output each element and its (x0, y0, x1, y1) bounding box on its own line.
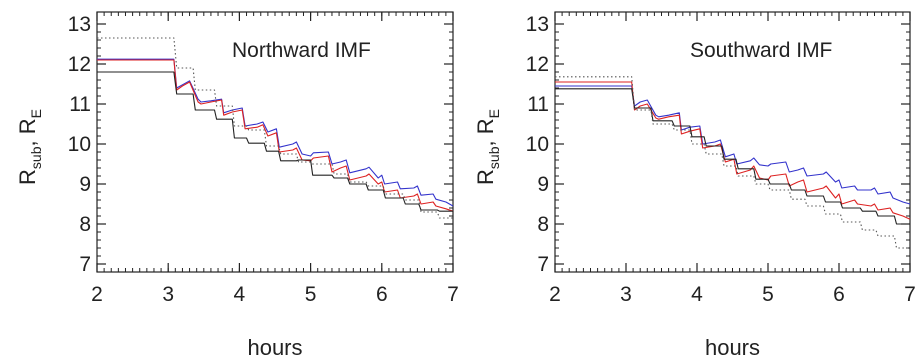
y-tick-label: 11 (527, 93, 549, 116)
x-tick-label: 6 (833, 283, 845, 306)
y-tick-label: 9 (79, 173, 91, 196)
chart-title: Southward IMF (690, 39, 832, 62)
x-tick-label: 6 (376, 283, 388, 306)
series-line-3 (97, 71, 453, 212)
x-axis-label: hours (705, 335, 760, 360)
x-tick-label: 5 (305, 283, 317, 306)
x-tick-label: 3 (162, 283, 174, 306)
y-tick-label: 12 (68, 53, 91, 76)
y-tick-label: 13 (526, 13, 549, 36)
x-tick-label: 5 (762, 283, 774, 306)
y-axis-label: Rsub, RE (15, 109, 44, 185)
y-tick-label: 10 (526, 133, 549, 156)
series-line-4 (97, 37, 453, 219)
x-tick-label: 3 (620, 283, 632, 306)
y-tick-label: 10 (68, 133, 91, 156)
series-line-1 (97, 58, 454, 207)
series-line-1 (555, 85, 911, 205)
y-tick-label: 7 (79, 253, 91, 276)
y-tick-label: 8 (537, 213, 549, 236)
y-tick-label: 11 (69, 93, 91, 116)
y-tick-label: 13 (68, 13, 91, 36)
x-tick-label: 2 (91, 283, 103, 306)
y-axis-label: Rsub, RE (473, 109, 502, 185)
y-tick-label: 7 (537, 253, 549, 276)
x-tick-label: 7 (904, 283, 916, 306)
x-tick-label: 7 (447, 283, 459, 306)
chart-panel-1: 2 3 4 5 6 7 7 8 9 10 11 12 13 Northward IMF hours Rsub,… (15, 11, 459, 360)
series-line-2 (555, 81, 911, 220)
x-axis-label: hours (247, 335, 302, 360)
chart-panel-2: 2 3 4 5 6 7 7 8 9 10 11 12 13 Southward IMF hours Rsub,… (473, 11, 916, 360)
chart-title: Northward IMF (232, 39, 371, 62)
y-tick-label: 12 (526, 53, 549, 76)
x-tick-label: 2 (549, 283, 561, 306)
x-tick-label: 4 (234, 283, 246, 306)
y-tick-label: 8 (79, 213, 91, 236)
series-line-3 (555, 88, 910, 225)
x-tick-label: 4 (691, 283, 703, 306)
y-tick-label: 9 (537, 173, 549, 196)
series-line-4 (555, 76, 910, 249)
